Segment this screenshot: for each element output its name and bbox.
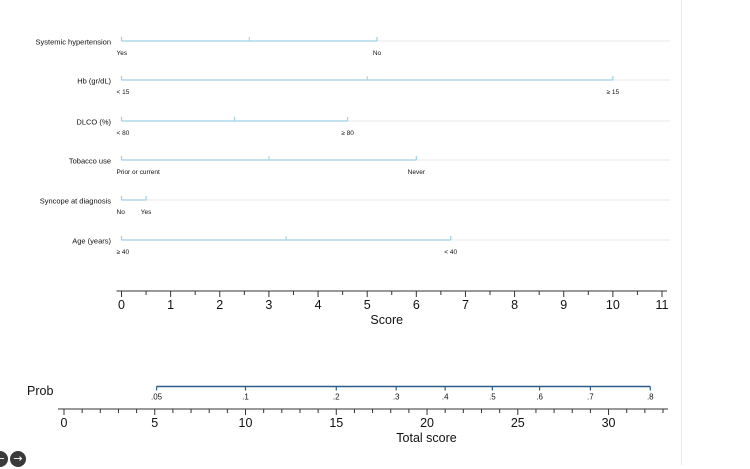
- variable-tick-label-dlco-0: < 80: [117, 130, 130, 137]
- variable-label-hb-gr-dl: Hb (gr/dL): [77, 77, 111, 86]
- score-tick-label: 3: [265, 298, 272, 312]
- score-tick-label: 5: [364, 298, 371, 312]
- score-axis-title: Score: [370, 313, 403, 327]
- variable-tick-label-tobacco-use-0: Prior or current: [117, 169, 161, 176]
- score-tick-label: 0: [118, 298, 125, 312]
- total-tick-label: 5: [151, 416, 158, 430]
- variable-tick-label-systemic-hypertension-1: No: [373, 50, 382, 57]
- total-tick-label: 15: [329, 416, 343, 430]
- total-tick-label: 20: [420, 416, 434, 430]
- variable-tick-label-hb-gr-dl-1: ≥ 15: [607, 89, 620, 96]
- variable-tick-label-tobacco-use-1: Never: [408, 169, 426, 176]
- total-tick-label: 25: [511, 416, 525, 430]
- variable-tick-label-syncope-at-diagnosis-1: Yes: [141, 209, 152, 216]
- nav-buttons: ← →: [0, 451, 26, 469]
- score-tick-label: 8: [511, 298, 518, 312]
- prob-tick-label: .2: [333, 393, 340, 402]
- prob-tick-label: .05: [151, 393, 163, 402]
- variable-tick-label-age-years-0: ≥ 40: [117, 249, 130, 256]
- score-tick-label: 4: [315, 298, 322, 312]
- prob-axis-title: Prob: [27, 384, 53, 398]
- total-tick-label: 10: [239, 416, 253, 430]
- variable-label-systemic-hypertension: Systemic hypertension: [36, 38, 111, 47]
- total-tick-label: 0: [61, 416, 68, 430]
- arrow-left-icon[interactable]: ←: [0, 451, 8, 467]
- score-tick-label: 6: [413, 298, 420, 312]
- score-tick-label: 1: [167, 298, 174, 312]
- variable-tick-label-age-years-1: < 40: [444, 249, 457, 256]
- score-tick-label: 11: [656, 298, 669, 312]
- prob-tick-label: .7: [587, 393, 594, 402]
- variable-label-dlco: DLCO (%): [76, 118, 111, 127]
- variable-label-syncope-at-diagnosis: Syncope at diagnosis: [40, 197, 112, 206]
- score-tick-label: 10: [606, 298, 620, 312]
- score-tick-label: 9: [560, 298, 567, 312]
- prob-tick-label: .1: [242, 393, 249, 402]
- variable-label-tobacco-use: Tobacco use: [69, 157, 111, 166]
- prob-tick-label: .4: [442, 393, 449, 402]
- score-tick-label: 2: [216, 298, 223, 312]
- variable-tick-label-dlco-1: ≥ 80: [341, 130, 354, 137]
- variable-tick-label-syncope-at-diagnosis-0: No: [117, 209, 126, 216]
- score-tick-label: 7: [462, 298, 469, 312]
- prob-tick-label: .8: [647, 393, 654, 402]
- prob-tick-label: .3: [393, 393, 400, 402]
- total-tick-label: 30: [602, 416, 616, 430]
- variable-label-age-years: Age (years): [72, 237, 111, 246]
- pane-divider: [681, 0, 682, 465]
- arrow-right-icon[interactable]: →: [10, 451, 26, 467]
- variable-tick-label-systemic-hypertension-0: Yes: [117, 50, 128, 57]
- prob-tick-label: .6: [536, 393, 543, 402]
- prob-tick-label: .5: [489, 393, 496, 402]
- variable-tick-label-hb-gr-dl-0: < 15: [117, 89, 130, 96]
- total-axis-title: Total score: [396, 431, 456, 445]
